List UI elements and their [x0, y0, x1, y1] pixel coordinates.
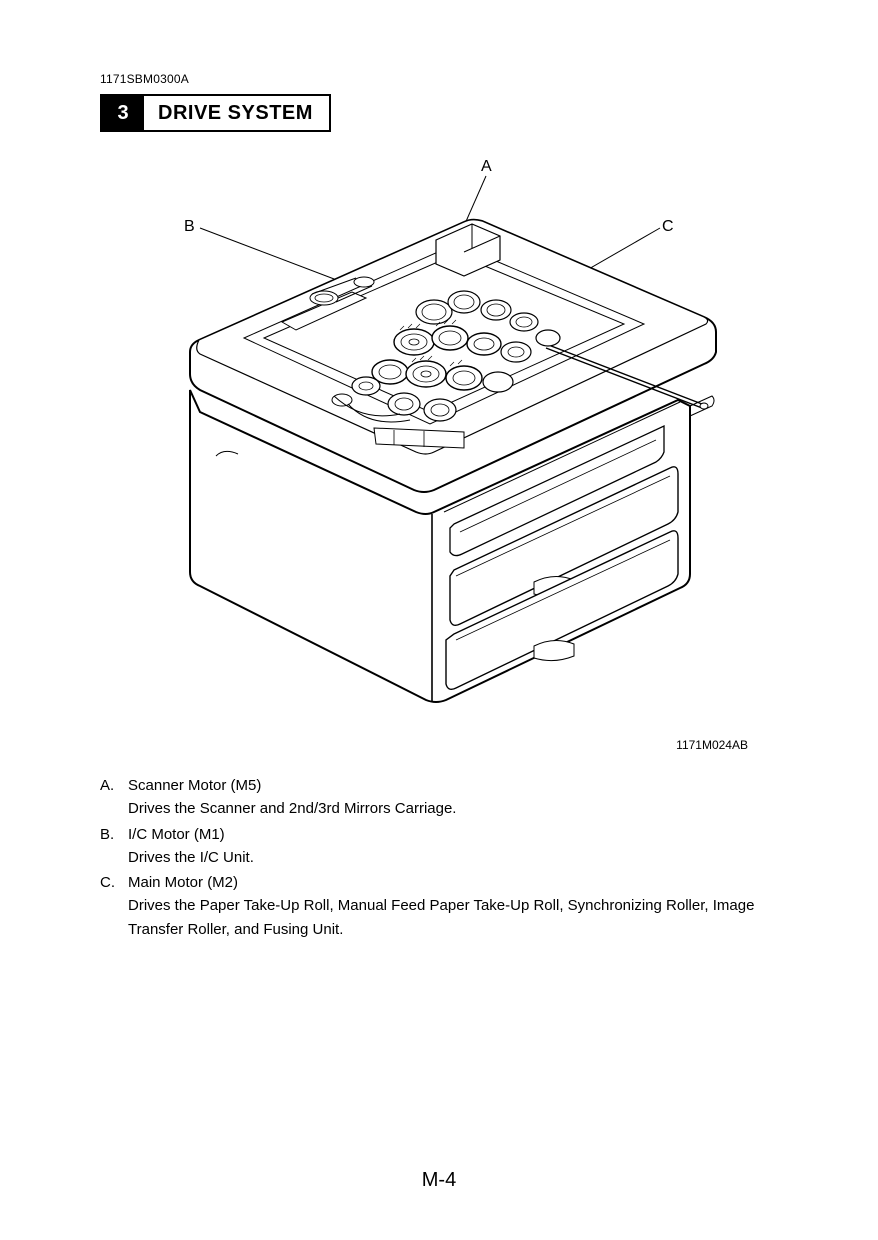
section-header: 3 DRIVE SYSTEM	[100, 94, 331, 132]
figure-code: 1171M024AB	[100, 738, 748, 752]
desc-title: Main Motor (M2)	[128, 871, 788, 894]
desc-text: Drives the Scanner and 2nd/3rd Mirrors C…	[128, 797, 788, 820]
doc-code-top: 1171SBM0300A	[100, 72, 788, 86]
page-number: M-4	[0, 1169, 878, 1192]
figure: A B C	[104, 152, 784, 732]
desc-letter: A.	[100, 774, 128, 821]
page: 1171SBM0300A 3 DRIVE SYSTEM A B C	[0, 0, 878, 1240]
desc-letter: B.	[100, 823, 128, 870]
desc-letter: C.	[100, 871, 128, 941]
desc-item-A: A. Scanner Motor (M5) Drives the Scanner…	[100, 774, 788, 821]
desc-item-B: B. I/C Motor (M1) Drives the I/C Unit.	[100, 823, 788, 870]
desc-text: Drives the I/C Unit.	[128, 846, 788, 869]
desc-text: Drives the Paper Take-Up Roll, Manual Fe…	[128, 894, 788, 941]
section-title: DRIVE SYSTEM	[144, 96, 329, 130]
printer-diagram	[104, 152, 784, 732]
description-list: A. Scanner Motor (M5) Drives the Scanner…	[100, 774, 788, 941]
section-number: 3	[102, 96, 144, 130]
desc-title: Scanner Motor (M5)	[128, 774, 788, 797]
desc-item-C: C. Main Motor (M2) Drives the Paper Take…	[100, 871, 788, 941]
desc-title: I/C Motor (M1)	[128, 823, 788, 846]
